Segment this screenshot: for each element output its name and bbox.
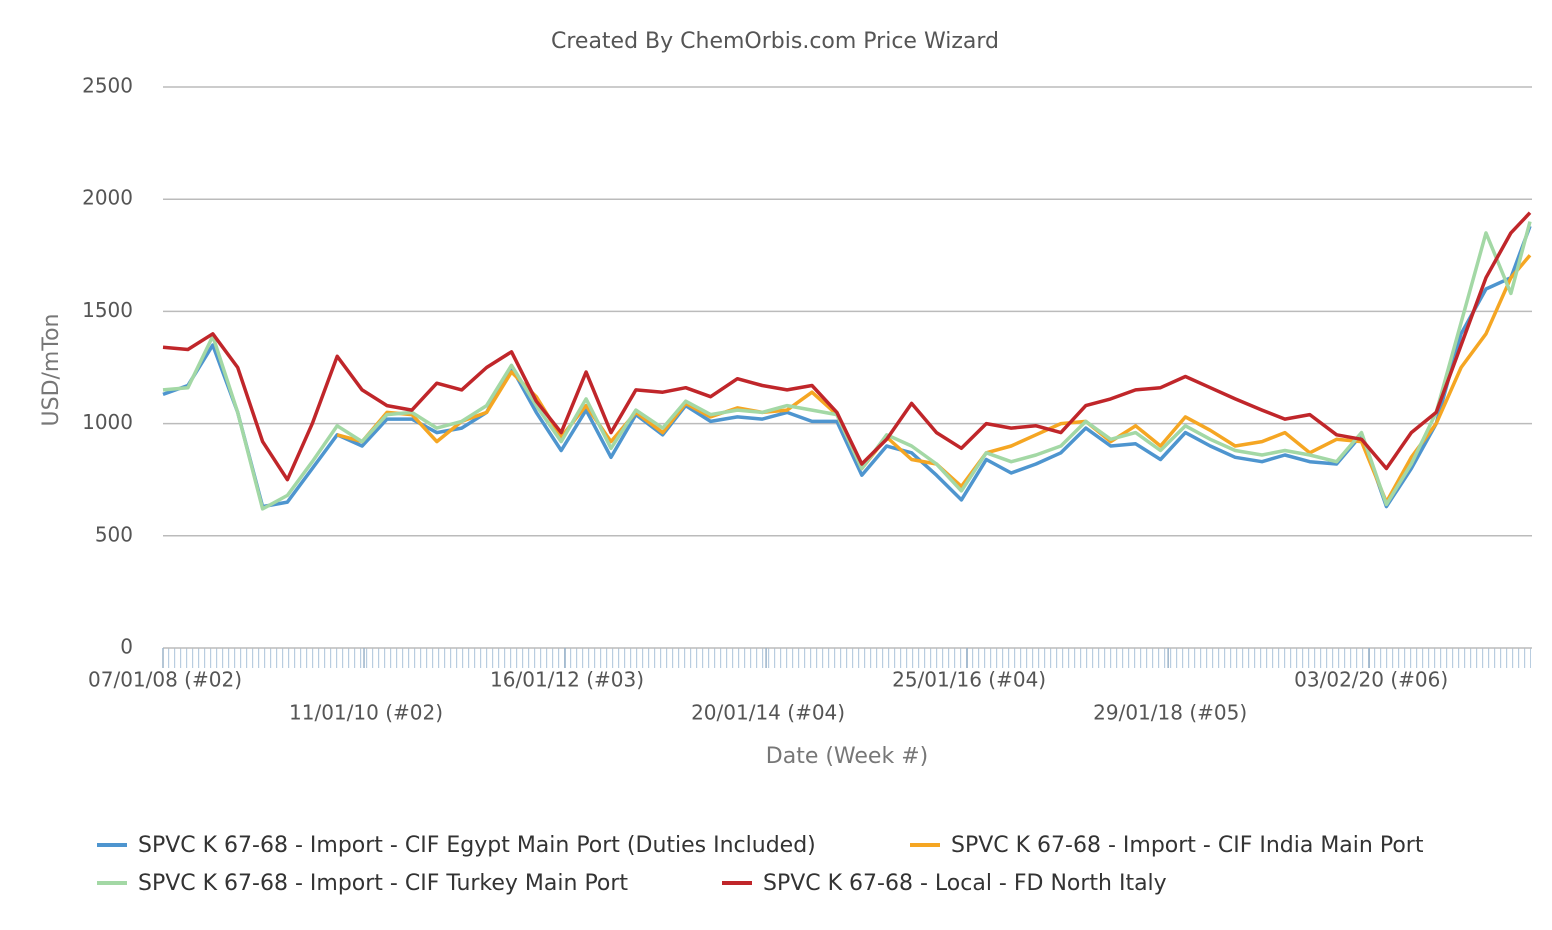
y-tick-label: 1500 [82, 298, 133, 322]
y-tick-label: 2500 [82, 74, 133, 98]
y-axis-label: USD/mTon [39, 314, 64, 427]
y-tick-label: 1000 [82, 410, 133, 434]
series-line [162, 225, 1532, 509]
x-tick-label: 20/01/14 (#04) [691, 701, 845, 725]
x-axis-label: Date (Week #) [766, 744, 928, 769]
x-tick-label: 25/01/16 (#04) [892, 668, 1046, 692]
legend-label: SPVC K 67-68 - Local - FD North Italy [763, 871, 1167, 896]
series-line [162, 211, 1532, 482]
y-tick-label: 0 [120, 635, 133, 659]
series-line [336, 254, 1532, 504]
y-tick-label: 2000 [82, 186, 133, 210]
x-tick-label: 16/01/12 (#03) [490, 668, 644, 692]
legend-label: SPVC K 67-68 - Import - CIF India Main P… [951, 833, 1424, 858]
chart-title: Created By ChemOrbis.com Price Wizard [551, 29, 999, 54]
x-tick-label: 07/01/08 (#02) [88, 668, 242, 692]
x-tick-label: 11/01/10 (#02) [289, 701, 443, 725]
week-ticks [163, 648, 1531, 668]
x-tick-label: 29/01/18 (#05) [1093, 701, 1247, 725]
x-tick-label: 03/02/20 (#06) [1294, 668, 1448, 692]
y-tick-label: 500 [95, 522, 133, 546]
legend-label: SPVC K 67-68 - Import - CIF Egypt Main P… [138, 833, 816, 858]
series-line [162, 221, 1532, 511]
legend-label: SPVC K 67-68 - Import - CIF Turkey Main … [138, 871, 628, 896]
